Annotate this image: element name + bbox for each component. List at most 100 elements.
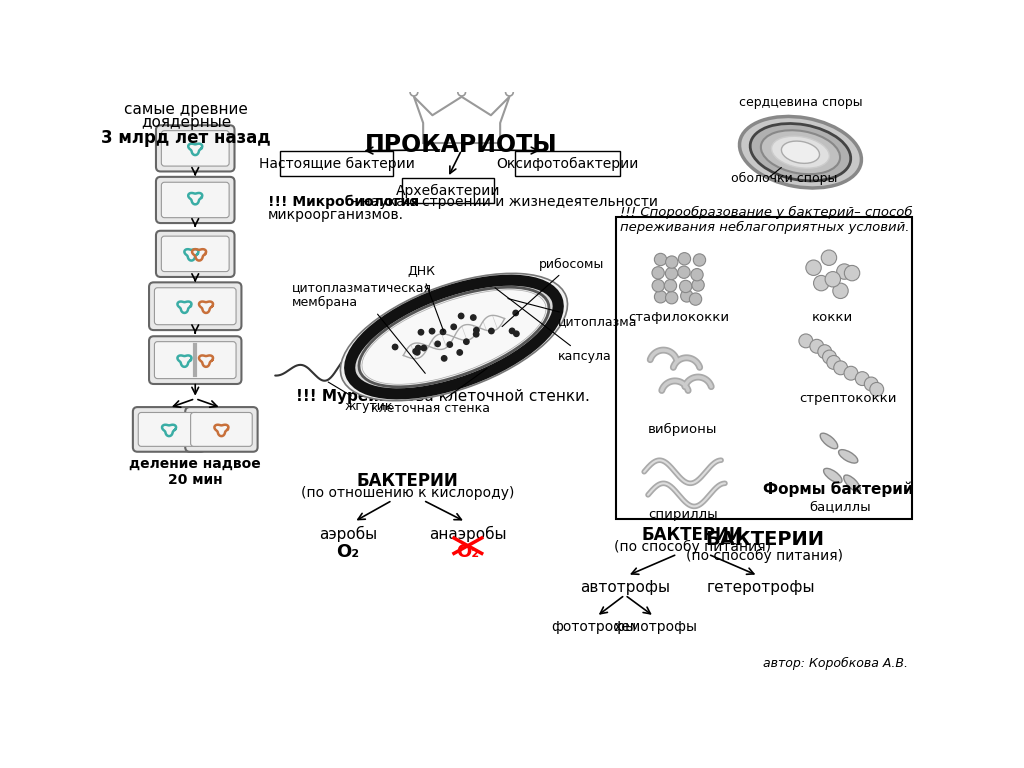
Text: фототрофы: фототрофы <box>552 621 637 634</box>
FancyBboxPatch shape <box>185 407 258 452</box>
Circle shape <box>451 324 457 329</box>
Text: Настоящие бактерии: Настоящие бактерии <box>259 157 415 170</box>
FancyBboxPatch shape <box>133 407 205 452</box>
Text: рибосомы: рибосомы <box>502 257 604 326</box>
Text: гетеротрофы: гетеротрофы <box>707 580 815 594</box>
Circle shape <box>678 266 690 278</box>
FancyBboxPatch shape <box>155 288 237 325</box>
Circle shape <box>416 346 421 351</box>
Circle shape <box>652 266 665 279</box>
FancyBboxPatch shape <box>156 177 234 223</box>
Circle shape <box>681 290 693 302</box>
Circle shape <box>845 266 860 281</box>
Text: (по способу питания): (по способу питания) <box>614 540 771 554</box>
Text: стафилококки: стафилококки <box>629 311 729 324</box>
Circle shape <box>513 310 518 316</box>
Circle shape <box>813 276 829 291</box>
Ellipse shape <box>349 280 558 394</box>
Circle shape <box>441 356 446 361</box>
Circle shape <box>665 280 677 292</box>
Text: капсула: капсула <box>495 288 611 363</box>
Circle shape <box>799 334 813 348</box>
Text: самые древние: самые древние <box>124 102 248 118</box>
Text: спириллы: спириллы <box>648 508 718 521</box>
Circle shape <box>826 356 841 369</box>
Text: автотрофы: автотрофы <box>580 580 670 594</box>
Circle shape <box>806 260 821 276</box>
Circle shape <box>837 264 852 280</box>
Ellipse shape <box>739 117 861 188</box>
Text: О₂: О₂ <box>457 543 479 561</box>
Text: хемотрофы: хемотрофы <box>613 621 697 634</box>
Circle shape <box>692 279 705 291</box>
Circle shape <box>693 254 706 266</box>
Circle shape <box>818 345 831 359</box>
Circle shape <box>413 349 419 354</box>
Text: О₂: О₂ <box>336 543 359 561</box>
Circle shape <box>678 253 690 265</box>
Circle shape <box>666 292 678 304</box>
Text: аэробы: аэробы <box>318 525 377 542</box>
Text: (по отношению к кислороду): (по отношению к кислороду) <box>301 485 514 500</box>
Text: цитоплазма: цитоплазма <box>508 299 637 329</box>
FancyBboxPatch shape <box>616 217 912 518</box>
Circle shape <box>464 339 469 344</box>
FancyBboxPatch shape <box>162 131 229 166</box>
Text: Архебактерии: Архебактерии <box>395 184 500 198</box>
FancyBboxPatch shape <box>155 342 237 379</box>
Text: клеточная стенка: клеточная стенка <box>372 369 490 415</box>
Circle shape <box>822 350 837 364</box>
Text: -  основа клеточной стенки.: - основа клеточной стенки. <box>357 389 590 405</box>
Circle shape <box>825 272 841 287</box>
Ellipse shape <box>761 131 840 174</box>
Circle shape <box>691 269 703 281</box>
Text: вибрионы: вибрионы <box>648 423 718 436</box>
Circle shape <box>421 346 427 351</box>
Ellipse shape <box>340 273 567 401</box>
Circle shape <box>418 329 424 335</box>
Text: бациллы: бациллы <box>810 500 871 513</box>
FancyBboxPatch shape <box>162 182 229 217</box>
Text: автор: Коробкова А.В.: автор: Коробкова А.В. <box>763 657 908 670</box>
Circle shape <box>514 331 519 336</box>
Circle shape <box>680 280 692 293</box>
FancyBboxPatch shape <box>150 283 242 330</box>
Circle shape <box>689 293 701 305</box>
Text: БАКТЕРИИ: БАКТЕРИИ <box>357 472 459 490</box>
Text: анаэробы: анаэробы <box>429 525 507 542</box>
Circle shape <box>869 382 884 396</box>
Ellipse shape <box>359 287 549 387</box>
Circle shape <box>821 250 837 266</box>
Circle shape <box>415 349 420 355</box>
Text: Формы бактерий: Формы бактерий <box>763 481 913 497</box>
Text: стрептококки: стрептококки <box>800 392 897 406</box>
Text: !!! Муреин: !!! Муреин <box>296 389 389 405</box>
Text: !!! Микробиология: !!! Микробиология <box>267 194 419 209</box>
Text: !!! Спорообразование у бактерий– способ
переживания неблагоприятных условий.: !!! Спорообразование у бактерий– способ … <box>620 206 912 234</box>
Text: 3 млрд лет назад: 3 млрд лет назад <box>101 129 270 147</box>
Text: БАКТЕРИИ: БАКТЕРИИ <box>642 525 743 544</box>
Ellipse shape <box>820 433 838 449</box>
Ellipse shape <box>361 290 546 384</box>
Circle shape <box>474 327 479 333</box>
Text: (по способу питания): (по способу питания) <box>686 549 843 563</box>
Text: - наука о строении и жизнедеятельности: - наука о строении и жизнедеятельности <box>348 194 658 209</box>
Circle shape <box>864 377 879 391</box>
Circle shape <box>666 267 678 280</box>
Text: деление надвое
20 мин: деление надвое 20 мин <box>129 456 261 487</box>
Ellipse shape <box>771 136 829 168</box>
Circle shape <box>509 328 515 333</box>
Circle shape <box>459 313 464 319</box>
Circle shape <box>654 253 667 266</box>
FancyBboxPatch shape <box>401 178 494 203</box>
FancyBboxPatch shape <box>150 336 242 384</box>
Text: цитоплазматическая
мембрана: цитоплазматическая мембрана <box>292 281 432 373</box>
Circle shape <box>844 366 858 380</box>
Circle shape <box>392 344 397 349</box>
Text: Оксифотобактерии: Оксифотобактерии <box>497 157 639 170</box>
Circle shape <box>473 332 479 337</box>
Circle shape <box>855 372 869 386</box>
Text: ДНК: ДНК <box>408 266 443 331</box>
Circle shape <box>471 315 476 320</box>
FancyBboxPatch shape <box>280 151 393 176</box>
